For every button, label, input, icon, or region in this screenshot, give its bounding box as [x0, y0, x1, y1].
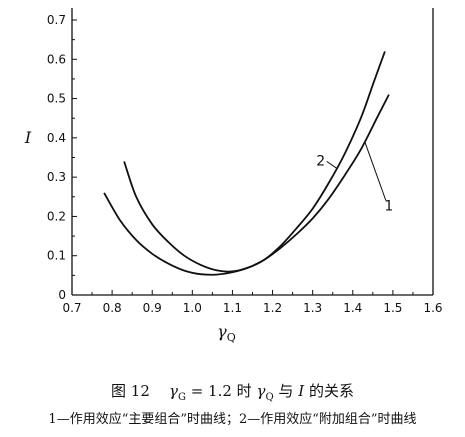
series-line-1	[103, 94, 390, 276]
i-symbol: I	[298, 382, 305, 400]
gamma-q-symbol: γ	[256, 382, 266, 400]
gamma-g-symbol: γ	[168, 382, 178, 400]
y-tick-label: 0	[58, 288, 66, 302]
x-tick-label: 1.0	[183, 301, 202, 315]
x-tick-label: 1.6	[423, 301, 442, 315]
y-tick-label: 0.3	[47, 170, 66, 184]
curve-leader-lines	[326, 141, 387, 201]
x-tick-label: 1.3	[303, 301, 322, 315]
gamma-g-subscript: G	[177, 392, 186, 403]
chart-svg: 0 0.1 0.2 0.3 0.4 0.5 0.6 0.7 0.7 0.8 0.9 1.0 1.1 1.2…	[24, 8, 443, 344]
y-tick-label: 0.6	[47, 52, 66, 66]
tick-marks	[71, 19, 434, 296]
x-tick-label: 0.7	[62, 301, 81, 315]
x-axis-label-symbol: γ	[217, 322, 227, 341]
x-axis-label-subscript: Q	[227, 331, 236, 344]
curve-labels: 12	[316, 153, 393, 214]
figure-note: 1—作用效应“主要组合”时曲线；2—作用效应“附加组合”时曲线	[48, 412, 417, 427]
y-tick-label: 0.1	[47, 249, 66, 263]
caption-conjunction: 与	[278, 382, 294, 400]
x-tick-label: 0.8	[103, 301, 122, 315]
x-axis-label: γQ	[217, 322, 236, 344]
curve-label-1: 1	[384, 199, 393, 215]
leader-line-1	[364, 141, 387, 201]
y-axis-label: I	[24, 128, 32, 147]
figure-caption: 图 12 γG = 1.2 时 γQ 与 I 的关系	[0, 380, 465, 403]
equals-value: = 1.2 时	[190, 382, 252, 400]
x-tick-label: 1.4	[343, 301, 362, 315]
x-tick-label: 1.2	[263, 301, 282, 315]
curve-label-2: 2	[316, 153, 325, 169]
x-tick-label: 1.5	[383, 301, 402, 315]
axes	[71, 8, 434, 296]
x-tick-label: 0.9	[143, 301, 162, 315]
y-tick-label: 0.7	[47, 13, 66, 27]
series-lines	[103, 51, 390, 276]
caption-relation: 的关系	[308, 382, 354, 400]
figure-number: 图 12	[111, 382, 150, 400]
gamma-q-subscript: Q	[265, 392, 274, 403]
series-line-2	[123, 51, 386, 273]
y-tick-label: 0.5	[47, 92, 66, 106]
y-tick-label: 0.2	[47, 209, 66, 223]
tick-labels: 0 0.1 0.2 0.3 0.4 0.5 0.6 0.7 0.7 0.8 0.9 1.0 1.1 1.2…	[47, 13, 443, 315]
y-tick-label: 0.4	[47, 131, 66, 145]
leader-line-2	[326, 160, 338, 169]
x-tick-label: 1.1	[223, 301, 242, 315]
